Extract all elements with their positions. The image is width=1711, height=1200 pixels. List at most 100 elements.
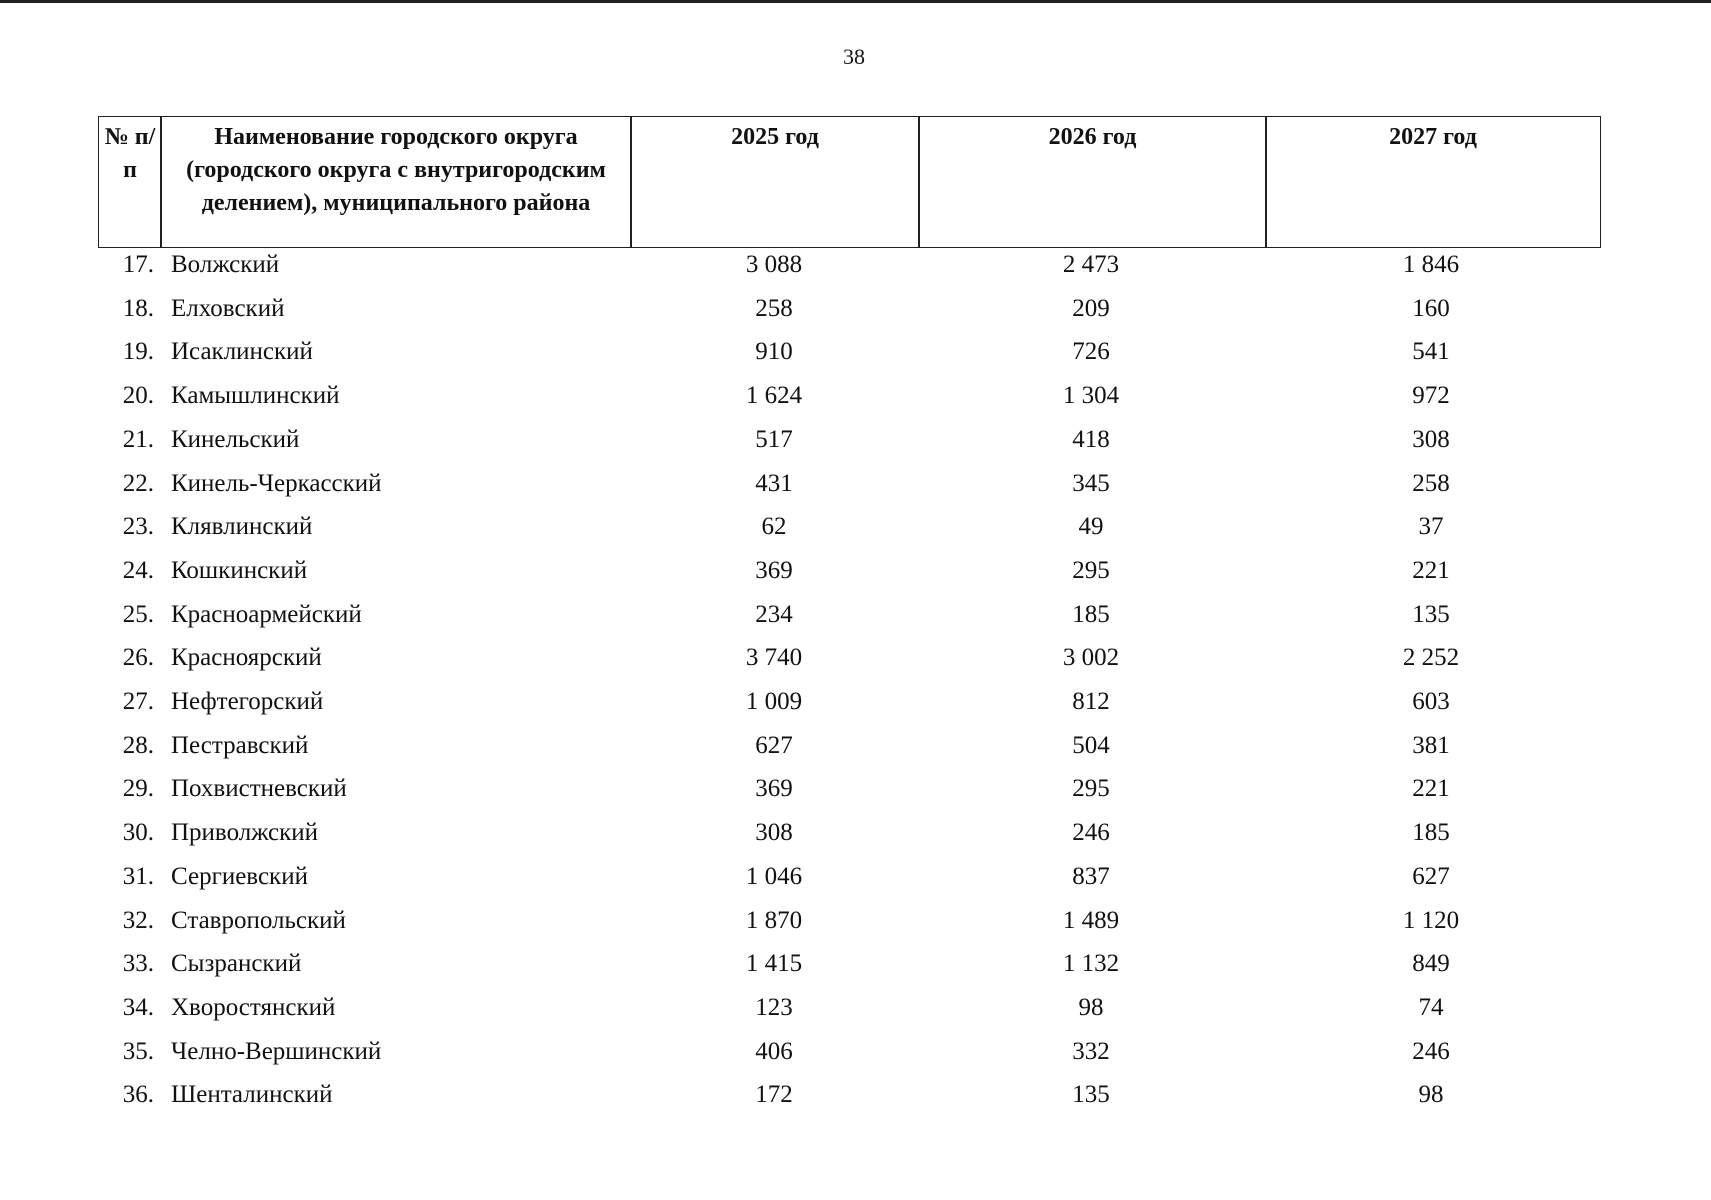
value-2025: 172 <box>755 1081 793 1109</box>
value-2027: 308 <box>1412 425 1450 453</box>
value-2026: 418 <box>1072 425 1110 453</box>
value-2025: 1 046 <box>745 862 803 890</box>
row-number: 20. <box>122 382 154 410</box>
district-name: Хворостянский <box>171 993 336 1021</box>
value-2025: 406 <box>755 1037 793 1065</box>
value-2025: 3 088 <box>745 251 803 278</box>
value-2027: 160 <box>1412 294 1450 322</box>
row-number: 24. <box>122 556 154 584</box>
value-2025: 1 870 <box>745 906 803 934</box>
district-name: Клявлинский <box>171 513 313 541</box>
row-number: 34. <box>122 993 154 1021</box>
value-2026: 332 <box>1072 1037 1110 1065</box>
value-2026: 295 <box>1072 556 1110 584</box>
value-2027: 1 846 <box>1402 251 1460 278</box>
value-2026: 504 <box>1072 731 1110 759</box>
value-2025: 431 <box>755 469 793 497</box>
value-2026: 1 489 <box>1062 906 1120 934</box>
value-2027: 849 <box>1412 950 1450 978</box>
district-name: Похвистневский <box>171 775 347 803</box>
district-name: Елховский <box>171 294 285 322</box>
header-cell: 2026 год <box>918 116 1267 248</box>
value-2027: 74 <box>1418 993 1444 1021</box>
row-number: 23. <box>122 513 154 541</box>
value-2026: 2 473 <box>1062 251 1120 278</box>
row-number: 19. <box>122 338 154 366</box>
row-number: 25. <box>122 600 154 628</box>
value-2027: 135 <box>1412 600 1450 628</box>
value-2025: 308 <box>755 819 793 847</box>
value-2026: 135 <box>1072 1081 1110 1109</box>
value-2026: 812 <box>1072 688 1110 715</box>
value-2025: 123 <box>755 993 793 1021</box>
row-number: 27. <box>122 688 154 715</box>
value-2026: 246 <box>1072 819 1110 847</box>
row-number: 35. <box>122 1037 154 1065</box>
district-name: Исаклинский <box>171 338 313 366</box>
value-2027: 37 <box>1418 513 1444 541</box>
header-cell: 2025 год <box>630 116 920 248</box>
district-name: Сызранский <box>171 950 302 978</box>
value-2027: 381 <box>1412 731 1450 759</box>
value-2025: 627 <box>755 731 793 759</box>
value-2027: 258 <box>1412 469 1450 497</box>
row-number: 32. <box>122 906 154 934</box>
district-name: Ставропольский <box>171 906 346 934</box>
value-2026: 295 <box>1072 775 1110 803</box>
value-2027: 98 <box>1418 1081 1444 1109</box>
value-2026: 1 132 <box>1062 950 1120 978</box>
row-number: 33. <box>122 950 154 978</box>
value-2026: 49 <box>1078 513 1104 541</box>
value-2025: 369 <box>755 556 793 584</box>
value-2026: 345 <box>1072 469 1110 497</box>
value-2026: 726 <box>1072 338 1110 366</box>
value-2026: 98 <box>1078 993 1104 1021</box>
value-2026: 209 <box>1072 294 1110 322</box>
district-name: Челно-Вершинский <box>171 1037 382 1065</box>
district-name: Волжский <box>171 251 280 278</box>
value-2026: 3 002 <box>1062 644 1120 672</box>
row-number: 30. <box>122 819 154 847</box>
row-number: 18. <box>122 294 154 322</box>
value-2027: 221 <box>1412 775 1450 803</box>
value-2027: 185 <box>1412 819 1450 847</box>
district-name: Приволжский <box>171 819 319 847</box>
scan-edge <box>0 0 1711 3</box>
district-name: Красноармейский <box>171 600 362 628</box>
header-cell: № п/п <box>98 116 162 248</box>
value-2025: 1 624 <box>745 382 803 410</box>
value-2025: 258 <box>755 294 793 322</box>
value-2025: 234 <box>755 600 793 628</box>
district-name: Нефтегорский <box>171 688 324 715</box>
row-number: 31. <box>122 862 154 890</box>
row-number: 22. <box>122 469 154 497</box>
value-2025: 910 <box>755 338 793 366</box>
value-2025: 517 <box>755 425 793 453</box>
district-name: Кинельский <box>171 425 300 453</box>
district-name: Камышлинский <box>171 382 340 410</box>
value-2025: 1 415 <box>745 950 803 978</box>
value-2025: 1 009 <box>745 688 803 715</box>
value-2027: 2 252 <box>1402 644 1460 672</box>
value-2027: 541 <box>1412 338 1450 366</box>
row-number: 26. <box>122 644 154 672</box>
value-2025: 369 <box>755 775 793 803</box>
district-name: Шенталинский <box>171 1081 333 1109</box>
value-2027: 972 <box>1412 382 1450 410</box>
value-2027: 627 <box>1412 862 1450 890</box>
row-number: 36. <box>122 1081 154 1109</box>
district-name: Пестравский <box>171 731 309 759</box>
value-2027: 246 <box>1412 1037 1450 1065</box>
district-name: Красноярский <box>171 644 322 672</box>
value-2025: 62 <box>761 513 787 541</box>
district-name: Кинель-Черкасский <box>171 469 382 497</box>
row-number: 28. <box>122 731 154 759</box>
row-number: 29. <box>122 775 154 803</box>
header-cell: 2027 год <box>1265 116 1601 248</box>
value-2027: 221 <box>1412 556 1450 584</box>
value-2027: 603 <box>1412 688 1450 715</box>
value-2025: 3 740 <box>745 644 803 672</box>
row-number: 17. <box>122 251 154 278</box>
value-2026: 185 <box>1072 600 1110 628</box>
